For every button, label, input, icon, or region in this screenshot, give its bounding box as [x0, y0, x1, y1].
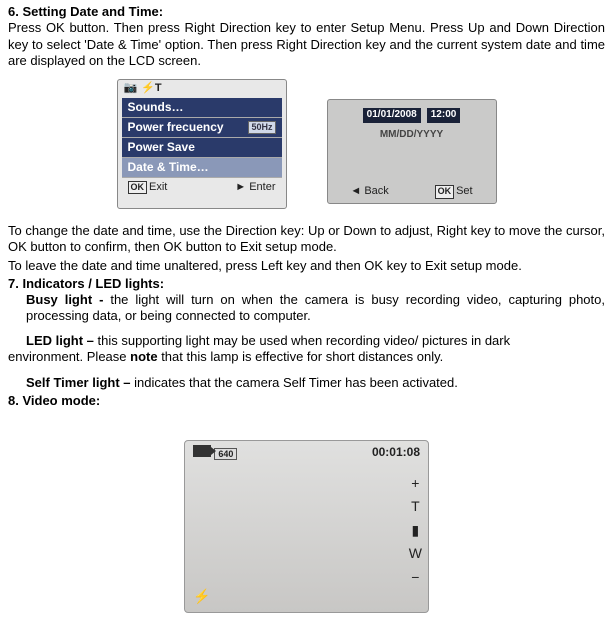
- video-camera-icon: [193, 445, 211, 457]
- lcd-figures: 📷 ⚡T Sounds… Power frecuency 50Hz Power …: [8, 79, 605, 209]
- date-format: MM/DD/YYYY: [328, 129, 496, 142]
- led-light-text1: this supporting light may be used when r…: [98, 333, 511, 348]
- video-top-bar: 640 00:01:08: [185, 441, 428, 465]
- date-value: 01/01/2008: [363, 108, 421, 123]
- self-timer-para: Self Timer light – indicates that the ca…: [8, 375, 605, 391]
- self-timer-text: indicates that the camera Self Timer has…: [134, 375, 458, 390]
- busy-light-text: the light will turn on when the camera i…: [26, 292, 605, 323]
- busy-light-label: Busy light -: [26, 292, 110, 307]
- led-light-line1: LED light – this supporting light may be…: [8, 333, 605, 349]
- flash-icon: ⚡: [193, 588, 210, 606]
- lcd-menu-screen: 📷 ⚡T Sounds… Power frecuency 50Hz Power …: [117, 79, 287, 209]
- section-8-heading: 8. Video mode:: [8, 393, 605, 409]
- camera-icon: 📷: [124, 82, 138, 96]
- lcd-datetime-screen: 01/01/2008 12:00 MM/DD/YYYY ◄ Back OKSet: [327, 99, 497, 204]
- set-label: OKSet: [435, 185, 473, 199]
- ok-badge-2: OK: [435, 185, 455, 198]
- enter-label: ► Enter: [235, 181, 275, 195]
- change-date-para: To change the date and time, use the Dir…: [8, 223, 605, 256]
- video-left-icons: 640: [193, 445, 237, 461]
- busy-light-para: Busy light - the light will turn on when…: [8, 292, 605, 325]
- back-label: ◄ Back: [350, 185, 388, 199]
- section-6-para: Press OK button. Then press Right Direct…: [8, 20, 605, 69]
- section-6-heading: 6. Setting Date and Time:: [8, 4, 605, 20]
- flash-t-icon: ⚡T: [141, 82, 161, 96]
- led-light-line2: environment. Please note that this lamp …: [8, 349, 605, 365]
- note-word: note: [130, 349, 157, 364]
- time-value: 12:00: [427, 108, 461, 123]
- zoom-indicator: ▮: [409, 522, 422, 540]
- zoom-plus: +: [409, 475, 422, 493]
- section-7-heading: 7. Indicators / LED lights:: [8, 276, 605, 292]
- menu-power-save: Power Save: [122, 138, 282, 158]
- menu-power-freq: Power frecuency 50Hz: [122, 118, 282, 138]
- video-time: 00:01:08: [372, 445, 420, 461]
- lcd-video-screen: 640 00:01:08 + T ▮ W − ⚡: [184, 440, 429, 613]
- menu-list: Sounds… Power frecuency 50Hz Power Save …: [122, 98, 282, 178]
- zoom-minus: −: [409, 569, 422, 587]
- video-res-badge: 640: [214, 448, 237, 460]
- menu-date-time: Date & Time…: [122, 158, 282, 178]
- leave-date-para: To leave the date and time unaltered, pr…: [8, 258, 605, 274]
- lcd2-bottom-bar: ◄ Back OKSet: [328, 185, 496, 199]
- exit-label: OKExit: [128, 181, 168, 195]
- lcd1-topbar: 📷 ⚡T: [118, 80, 286, 98]
- date-time-row: 01/01/2008 12:00: [328, 100, 496, 123]
- video-figure-wrap: 640 00:01:08 + T ▮ W − ⚡: [8, 440, 605, 613]
- zoom-control: + T ▮ W −: [409, 469, 422, 593]
- zoom-w: W: [409, 545, 422, 563]
- self-timer-label: Self Timer light –: [26, 375, 134, 390]
- led-light-label: LED light –: [26, 333, 98, 348]
- ok-badge: OK: [128, 181, 148, 194]
- menu-sounds: Sounds…: [122, 98, 282, 118]
- lcd1-bottom-bar: OKExit ► Enter: [118, 178, 286, 198]
- zoom-t: T: [409, 498, 422, 516]
- menu-power-freq-label: Power frecuency: [128, 120, 224, 135]
- freq-tag: 50Hz: [248, 121, 275, 134]
